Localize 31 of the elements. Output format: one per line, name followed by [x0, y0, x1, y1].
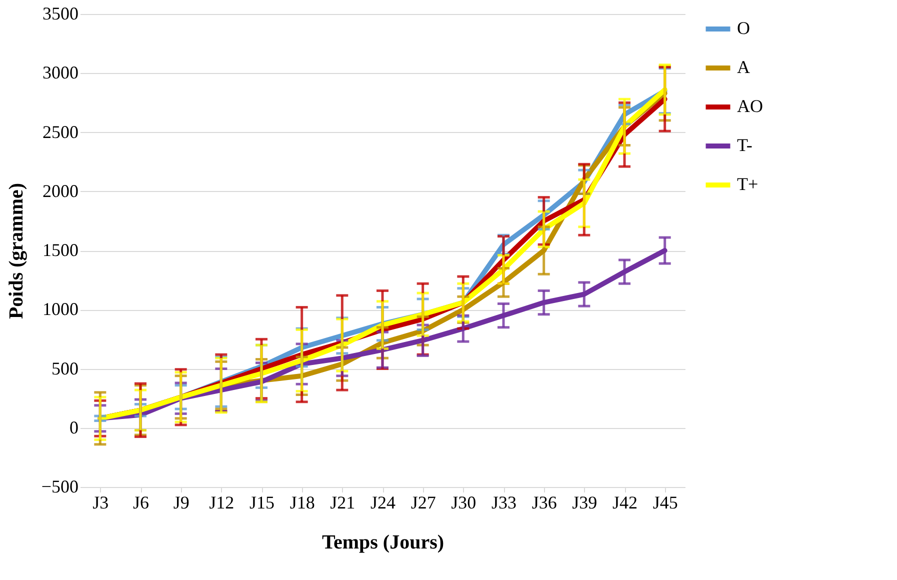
y-tick-label: 3500: [42, 4, 78, 24]
x-tick-label: J12: [209, 492, 234, 512]
legend-label: A: [737, 57, 750, 77]
y-tick-label: −500: [41, 476, 78, 496]
x-tick-label: J9: [173, 492, 190, 512]
x-tick-label: J3: [92, 492, 109, 512]
x-tick-label: J42: [612, 492, 638, 512]
legend-label: O: [737, 18, 750, 38]
legend-label: AO: [737, 96, 763, 116]
y-tick-label: 1500: [42, 240, 78, 260]
y-tick-label: 2000: [42, 180, 78, 201]
x-tick-label: J39: [572, 492, 598, 512]
legend-label: T-: [737, 135, 752, 155]
y-tick-label: 0: [70, 417, 78, 438]
x-tick-label: J36: [532, 492, 557, 512]
y-tick-label: 3000: [42, 62, 78, 83]
x-tick-label: J15: [249, 492, 275, 512]
x-tick-label: J6: [132, 492, 150, 512]
y-tick-label: 500: [52, 358, 78, 378]
x-axis-title: Temps (Jours): [322, 532, 444, 554]
x-tick-label: J33: [491, 492, 517, 512]
y-axis-title: Poids (gramme): [5, 182, 28, 320]
x-tick-label: J18: [290, 492, 315, 512]
legend-label: T+: [737, 174, 758, 194]
x-tick-label: J24: [370, 492, 396, 512]
x-tick-label: J30: [451, 492, 476, 512]
y-tick-label: 2500: [42, 122, 78, 142]
x-tick-label: J27: [410, 492, 436, 512]
x-tick-label: J21: [330, 492, 356, 512]
y-tick-label: 1000: [42, 299, 78, 320]
x-tick-label: J45: [652, 492, 678, 512]
